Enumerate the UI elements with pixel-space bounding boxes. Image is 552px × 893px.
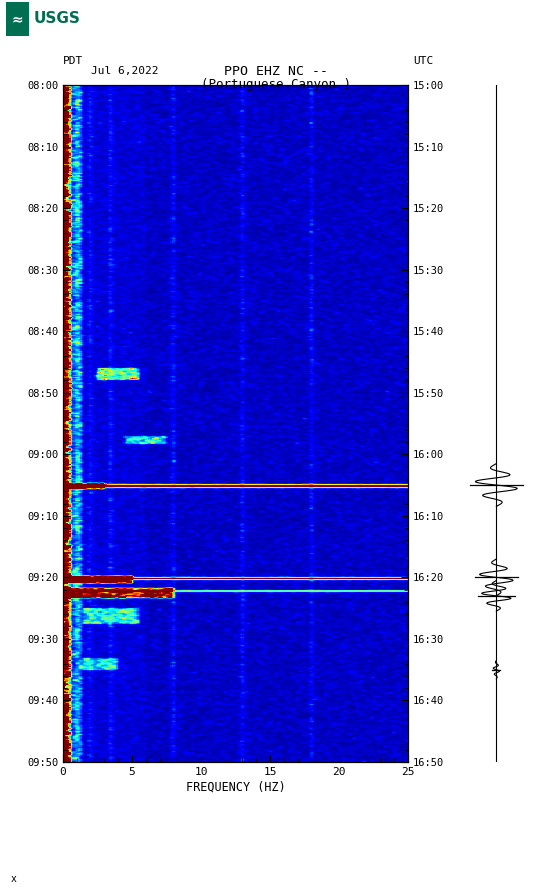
- Text: x: x: [11, 874, 17, 884]
- Text: (Portuguese Canyon ): (Portuguese Canyon ): [201, 79, 351, 91]
- Text: USGS: USGS: [33, 12, 80, 26]
- Text: PPO EHZ NC --: PPO EHZ NC --: [224, 65, 328, 78]
- Text: Jul 6,2022: Jul 6,2022: [91, 65, 158, 76]
- X-axis label: FREQUENCY (HZ): FREQUENCY (HZ): [185, 781, 285, 794]
- Text: UTC: UTC: [413, 55, 434, 66]
- Bar: [6, 2, 29, 36]
- Text: ≈: ≈: [11, 12, 23, 26]
- Text: PDT: PDT: [63, 55, 83, 66]
